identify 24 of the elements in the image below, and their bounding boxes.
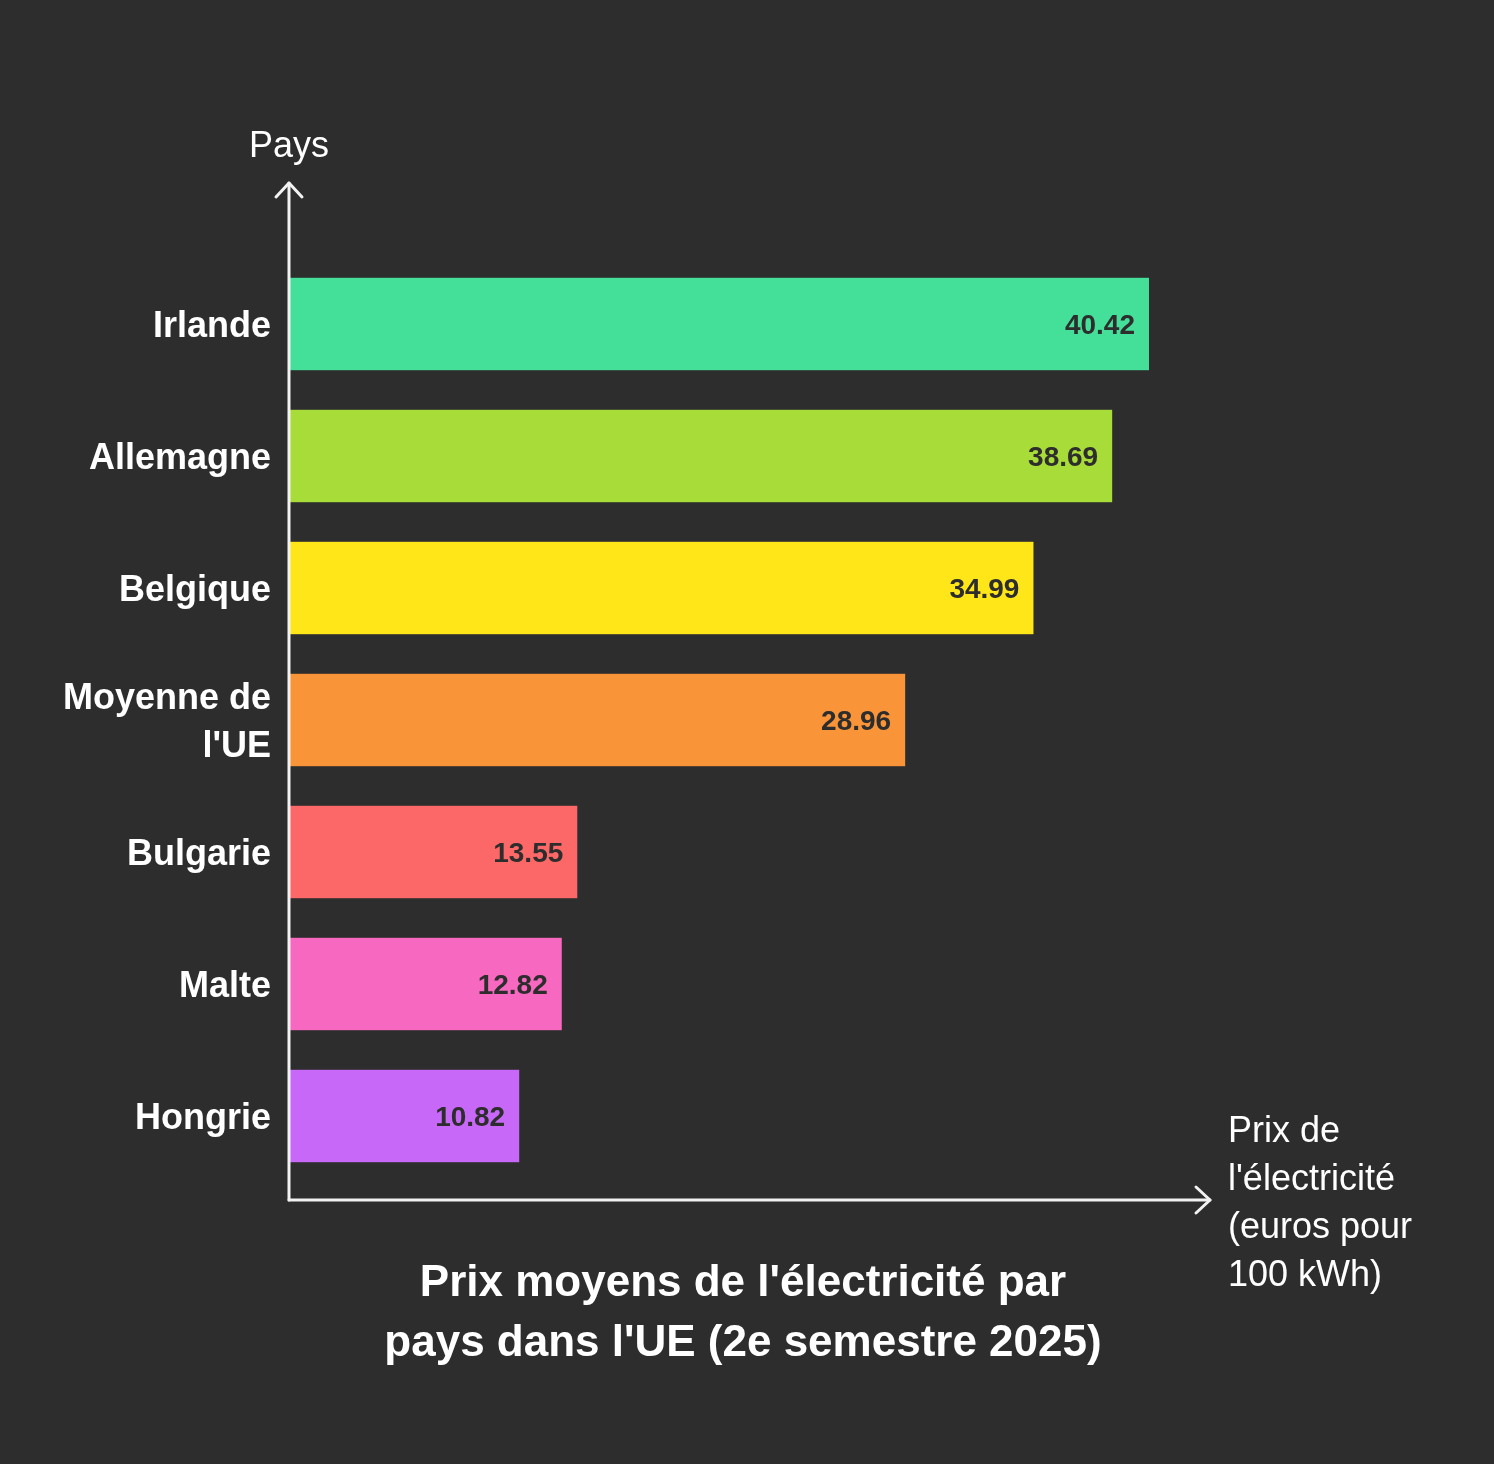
bar xyxy=(289,409,1113,503)
bar xyxy=(289,937,562,1031)
y-tick-label: Allemagne xyxy=(88,435,271,477)
y-tick-label: Malte xyxy=(178,963,271,1005)
bar xyxy=(289,805,578,899)
y-tick-label: Bulgarie xyxy=(126,831,271,873)
y-tick-label: Hongrie xyxy=(134,1095,271,1137)
bar xyxy=(289,673,906,767)
y-tick-label: Moyenne de l'UE xyxy=(62,675,271,765)
text: Prix moyens de l'électricité par pays dans l'UE (2e semestre 2025) xyxy=(384,1256,1102,1365)
data-label: 12.82 xyxy=(477,969,548,1001)
data-label: 10.82 xyxy=(435,1101,506,1133)
data-label: 40.42 xyxy=(1064,309,1135,341)
data-label: 28.96 xyxy=(821,705,892,737)
y-axis-title: Pays xyxy=(248,124,330,165)
data-label: 13.55 xyxy=(493,837,564,869)
bar xyxy=(289,1069,520,1163)
data-label: 38.69 xyxy=(1028,441,1099,473)
y-tick-label: Irlande xyxy=(152,303,271,345)
data-label: 34.99 xyxy=(949,573,1020,605)
bar xyxy=(289,277,1149,371)
y-tick-label: Belgique xyxy=(118,567,271,609)
x-axis-title: Prix de l'électricité (euros pour 100 kWh) xyxy=(1228,1109,1413,1294)
bar xyxy=(289,541,1034,635)
